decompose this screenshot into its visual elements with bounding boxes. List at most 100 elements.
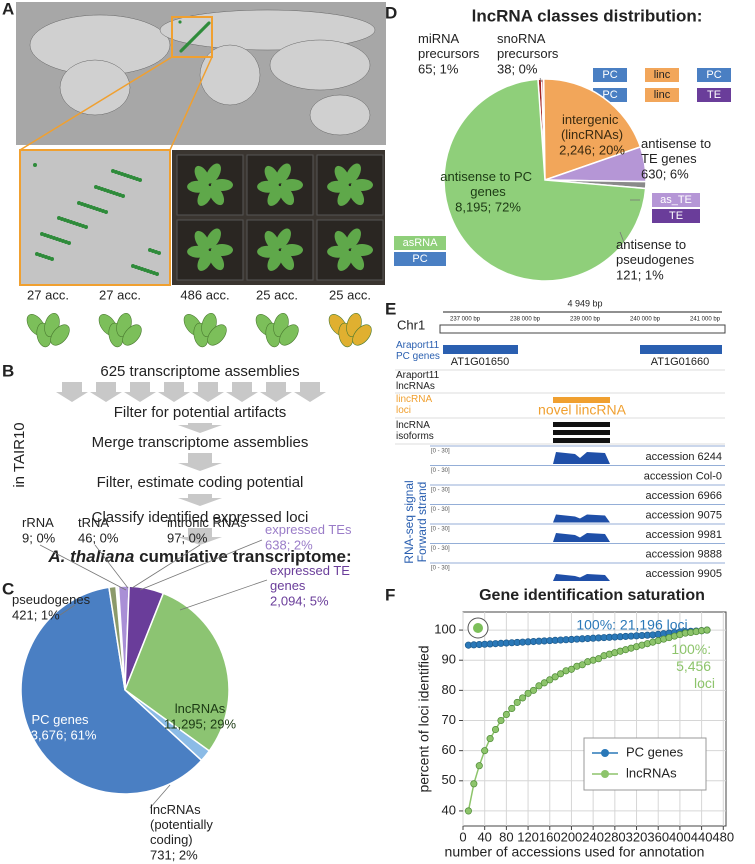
land	[269, 39, 371, 91]
accession-dot	[192, 36, 196, 40]
flow-arrow	[178, 528, 222, 545]
stage-icon	[279, 324, 299, 346]
x-tick-label: 400	[669, 829, 691, 844]
feature-box	[652, 193, 700, 207]
x-tick-label: 200	[561, 829, 583, 844]
text-line: Araport11	[396, 370, 442, 381]
text-line: antisense to	[641, 136, 715, 151]
slice-value: 65; 1%	[418, 61, 459, 76]
text-line: 5,456	[676, 658, 715, 674]
slice-label: tRNA	[78, 515, 109, 530]
slice-value: 9; 0%	[22, 530, 56, 545]
data-point	[535, 682, 543, 690]
slice-label: rRNA	[22, 515, 54, 530]
legend-label: lncRNAs	[626, 765, 677, 780]
slice-value: 121; 1%	[616, 267, 664, 282]
track-label: Araport11 lncRNAs	[396, 370, 442, 392]
signal-label: Forward strand	[415, 482, 429, 563]
slice-value: 46; 0%	[78, 530, 119, 545]
accession-dot	[190, 38, 194, 42]
accession: accession 9075	[646, 509, 722, 521]
panel-letter: F	[385, 585, 395, 604]
coordinate: 241 000 bp	[690, 317, 721, 323]
lincrna-locus	[553, 397, 610, 403]
gene	[443, 345, 518, 354]
coordinate: 238 000 bp	[510, 317, 541, 323]
leaf	[348, 185, 365, 206]
stage-icon	[352, 324, 372, 346]
x-tick-label: 480	[712, 829, 734, 844]
accession-dot	[201, 27, 205, 31]
data-point	[508, 704, 516, 713]
leaf	[348, 250, 365, 271]
slice-label: expressed TE genes	[270, 563, 354, 593]
text-line: lncRNAs	[396, 381, 435, 392]
land	[309, 94, 371, 136]
text-line: tRNA	[78, 515, 109, 530]
title-part: cumulative transcriptome:	[139, 547, 352, 566]
leaf	[334, 165, 350, 186]
slice-value: 2,246; 20%	[559, 142, 625, 157]
x-axis-label: number of accessions used for annotation	[445, 844, 705, 860]
title-part: A. thaliana	[47, 547, 134, 566]
slice-label: antisense to PC genes	[440, 169, 535, 199]
leaf	[345, 163, 361, 184]
text-line: antisense to	[616, 237, 690, 252]
data-point	[578, 661, 586, 669]
coverage	[553, 533, 610, 542]
feature-label: PC	[602, 69, 617, 81]
slice-value: 630; 6%	[641, 166, 689, 181]
chromosome-bar	[439, 324, 726, 334]
feature-label: TE	[707, 89, 721, 101]
stage-icon	[122, 324, 142, 346]
stage-icon	[207, 324, 227, 346]
europe-map	[19, 149, 171, 286]
flow-step: 625 transcriptome assemblies	[100, 363, 299, 380]
accession-count: 27 acc.	[27, 287, 69, 302]
data-point	[519, 694, 527, 702]
legend-label: PC genes	[626, 744, 684, 759]
text-line: precursors	[497, 46, 559, 61]
y-tick-label: 50	[442, 772, 456, 787]
leaf	[205, 228, 221, 249]
pot	[316, 219, 384, 281]
isoform	[553, 438, 610, 443]
text-line: (lincRNAs)	[561, 127, 623, 142]
leaf	[194, 230, 210, 251]
data-point	[524, 689, 532, 697]
slice-value: 731; 2%	[150, 847, 198, 862]
accession-count: 25 acc.	[329, 287, 371, 302]
y-tick-label: 60	[442, 742, 456, 757]
text-line: expressed TEs	[265, 522, 352, 537]
leader-line	[94, 544, 129, 589]
scale: [0 - 30]	[431, 546, 450, 552]
feature-label: asRNA	[403, 237, 439, 249]
feature-box	[697, 88, 731, 102]
text-line: genes	[470, 184, 506, 199]
y-tick-label: 40	[442, 802, 456, 817]
coordinate: 237 000 bp	[450, 317, 481, 323]
data-point	[595, 655, 603, 663]
accession-dot	[33, 163, 37, 167]
accession-dot	[77, 201, 81, 205]
novel-label: novel lincRNA	[538, 402, 627, 418]
accession-dot	[187, 41, 191, 45]
y-tick-label: 80	[442, 682, 456, 697]
flow-arrow	[124, 382, 156, 402]
pie-slice	[443, 78, 647, 282]
accession-dot	[94, 185, 98, 189]
data-point	[529, 686, 538, 694]
x-tick-label: 80	[499, 829, 513, 844]
data-point	[567, 665, 576, 673]
slice-label: pseudogenes	[12, 592, 91, 607]
text-line: lncRNAs	[175, 701, 226, 716]
data-point	[513, 698, 521, 706]
legend-swatch	[601, 749, 609, 757]
feature-label: PC	[602, 89, 617, 101]
data-point	[475, 762, 483, 770]
slice-value: 23,676; 61%	[23, 727, 96, 742]
feature-box	[652, 209, 700, 223]
accession-count: 27 acc.	[99, 287, 141, 302]
side-label: in TAIR10	[11, 422, 28, 487]
